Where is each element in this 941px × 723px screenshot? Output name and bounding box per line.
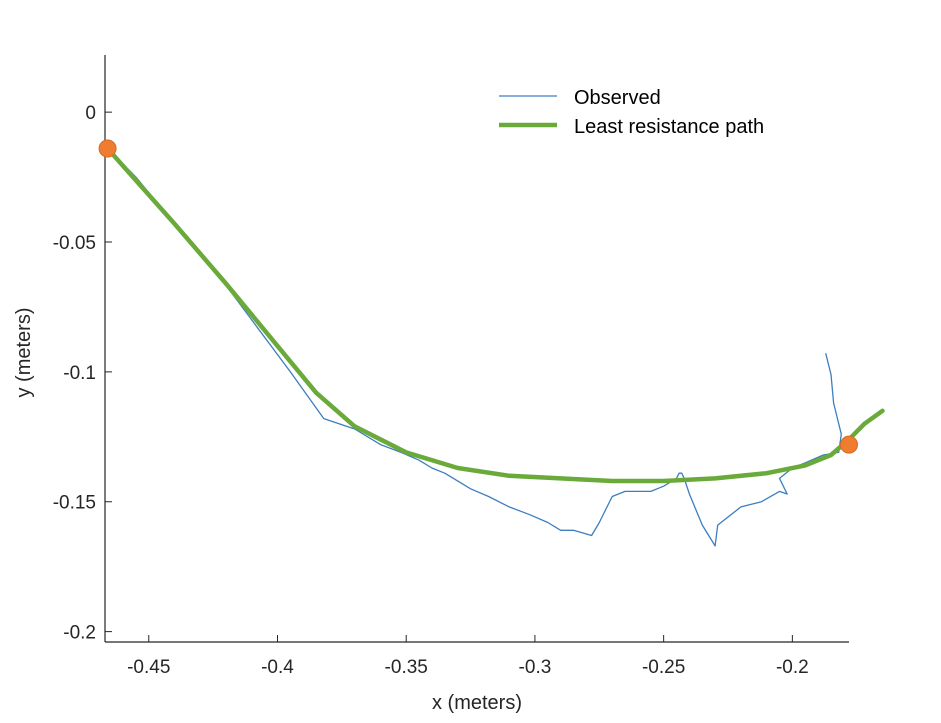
x-axis-title: x (meters) [432,692,522,714]
marker-layer [98,139,858,454]
y-ticks: 0 -0.05 -0.1 -0.15 -0.2 [53,103,112,644]
x-tick-label: -0.45 [127,657,170,678]
legend-label-observed: Observed [574,87,661,109]
y-tick-label: 0 [85,103,96,124]
series-line-observed [106,147,842,547]
axes [104,55,849,643]
x-tick-label: -0.3 [519,657,552,678]
x-tick-label: -0.25 [642,657,685,678]
endpoint-marker [98,139,117,158]
y-tick-label: -0.05 [53,233,96,254]
y-tick-label: -0.1 [63,363,96,384]
y-tick-label: -0.2 [63,623,96,644]
x-ticks: -0.45 -0.4 -0.35 -0.3 -0.25 -0.2 [127,635,809,678]
legend-label-least-resistance-path: Least resistance path [574,116,764,138]
x-tick-label: -0.4 [261,657,294,678]
series-layer [105,146,885,547]
endpoint-marker [840,435,858,454]
y-tick-label: -0.15 [53,493,96,514]
legend: Observed Least resistance path [499,87,764,138]
x-tick-label: -0.2 [776,657,809,678]
x-tick-label: -0.35 [385,657,428,678]
y-axis-title: y (meters) [13,308,35,398]
series-line-least-resistance-path [105,146,885,484]
